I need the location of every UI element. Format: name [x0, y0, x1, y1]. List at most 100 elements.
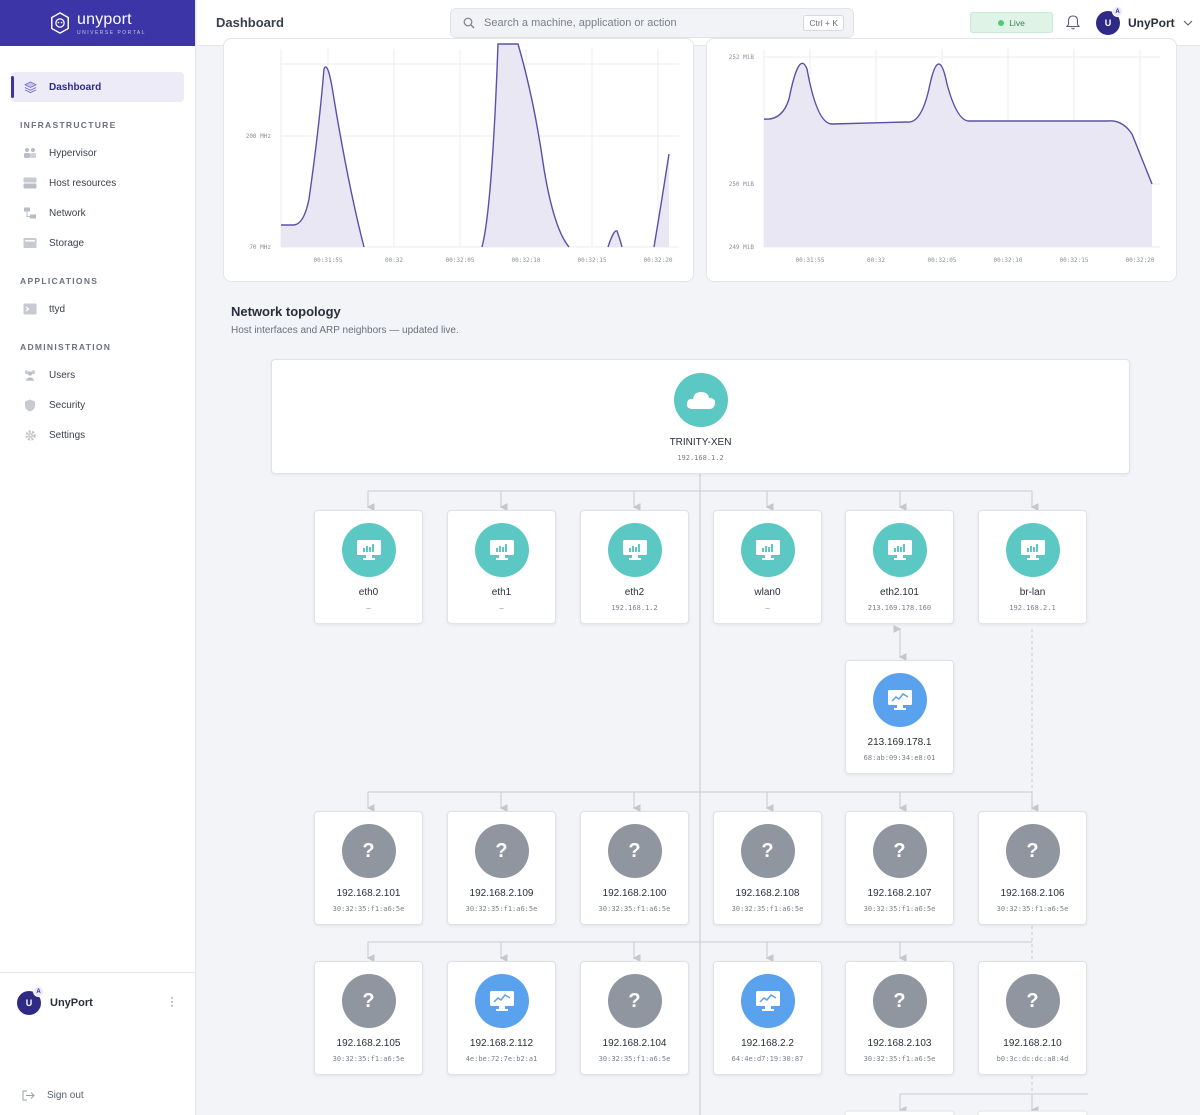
device-monitor-icon: [474, 974, 529, 1028]
search-icon: [463, 17, 475, 29]
unknown-device-icon: ?: [607, 824, 662, 878]
unknown-device-icon: ?: [872, 824, 927, 878]
node-mac: 30:32:35:f1:a6:5e: [332, 905, 405, 913]
cpu-frequency-chart: 200 MHz 70 MHz 00:31:55 00:32 00:32:05 0…: [223, 38, 694, 282]
sidebar-item-users[interactable]: Users: [11, 360, 184, 390]
neighbor-node[interactable]: ? 192.168.2.101 30:32:35:f1:a6:5e: [314, 811, 423, 925]
search-shortcut: Ctrl + K: [803, 15, 844, 31]
sidebar-item-label: ttyd: [49, 303, 66, 315]
device-monitor-icon: [872, 673, 927, 727]
page-title: Dashboard: [216, 15, 284, 30]
node-mac: 4e:be:72:7e:b2:a1: [465, 1055, 538, 1063]
node-label: 192.168.2.2: [741, 1038, 794, 1049]
chevron-down-icon: [1183, 20, 1193, 26]
monitor-icon: [740, 523, 795, 577]
device-monitor-icon: [740, 974, 795, 1028]
layers-icon: [23, 80, 37, 94]
node-label: wlan0: [754, 587, 781, 598]
bell-icon[interactable]: [1066, 14, 1080, 30]
unknown-device-icon: ?: [872, 974, 927, 1028]
neighbor-node[interactable]: ? 192.168.2.109 30:32:35:f1:a6:5e: [447, 811, 556, 925]
interface-node[interactable]: wlan0 –: [713, 510, 822, 624]
topology-subtitle: Host interfaces and ARP neighbors — upda…: [231, 325, 459, 336]
memory-usage-plot: 252 MiB 250 MiB 249 MiB 00:31:55 00:32 0…: [729, 49, 1160, 264]
sidebar-item-network[interactable]: Network: [11, 198, 184, 228]
y-tick-label: 250 MiB: [729, 181, 755, 188]
neighbor-node[interactable]: ? 192.168.2.104 30:32:35:f1:a6:5e: [580, 961, 689, 1075]
section-applications: APPLICATIONS: [20, 276, 99, 286]
brand-name: unyport: [77, 10, 132, 28]
brand-tagline: UNIVERSE PORTAL: [77, 29, 146, 36]
node-label: 192.168.2.103: [867, 1038, 932, 1049]
sidebar-item-dashboard[interactable]: Dashboard: [11, 72, 184, 102]
root-node-ip: 192.168.1.2: [677, 454, 724, 462]
topology-title: Network topology: [231, 304, 341, 319]
sidebar-item-label: Host resources: [49, 177, 117, 189]
sidebar-item-label: Settings: [49, 429, 86, 441]
network-icon: [23, 206, 37, 220]
node-mac: 30:32:35:f1:a6:5e: [731, 905, 804, 913]
neighbor-node[interactable]: ? 192.168.2.107 30:32:35:f1:a6:5e: [845, 811, 954, 925]
avatar-badge: A: [33, 986, 44, 997]
node-label: eth1: [491, 587, 512, 598]
avatar-initial: U: [25, 998, 33, 1008]
node-mac: 64:4e:d7:19:30:87: [731, 1055, 804, 1063]
search-placeholder: Search a machine, application or action: [484, 17, 677, 29]
neighbor-node[interactable]: ? 192.168.2.108 30:32:35:f1:a6:5e: [713, 811, 822, 925]
section-infrastructure: INFRASTRUCTURE: [20, 120, 117, 130]
server-icon: [23, 176, 37, 190]
interface-node[interactable]: eth2 192.168.1.2: [580, 510, 689, 624]
topology-root-node[interactable]: TRINITY-XEN 192.168.1.2: [271, 359, 1130, 474]
sidebar-item-settings[interactable]: Settings: [11, 420, 184, 450]
kebab-menu-icon[interactable]: · · ·: [170, 990, 174, 1012]
node-label: 192.168.2.107: [867, 888, 932, 899]
avatar-initial: U: [1104, 18, 1112, 28]
interface-node[interactable]: eth0 –: [314, 510, 423, 624]
node-address: –: [366, 604, 371, 612]
section-administration: ADMINISTRATION: [20, 342, 112, 352]
interface-node[interactable]: br-lan 192.168.2.1: [978, 510, 1087, 624]
x-tick-label: 00:32: [385, 257, 403, 264]
sidebar-user-name: UnyPort: [50, 997, 93, 1009]
node-label: 192.168.2.104: [602, 1038, 667, 1049]
node-label: eth2.101: [880, 587, 919, 598]
node-mac: 30:32:35:f1:a6:5e: [863, 1055, 936, 1063]
neighbor-node[interactable]: ? 192.168.2.100 30:32:35:f1:a6:5e: [580, 811, 689, 925]
live-status-badge[interactable]: Live: [970, 12, 1053, 33]
brand-header[interactable]: unyport UNIVERSE PORTAL: [0, 0, 195, 46]
interface-node[interactable]: eth2.101 213.169.178.160: [845, 510, 954, 624]
node-mac: 30:32:35:f1:a6:5e: [598, 1055, 671, 1063]
node-label: br-lan: [1019, 587, 1046, 598]
node-address: 192.168.2.1: [1009, 604, 1056, 612]
neighbor-node[interactable]: 192.168.2.112 4e:be:72:7e:b2:a1: [447, 961, 556, 1075]
x-tick-label: 00:32:05: [446, 257, 475, 264]
node-label: 192.168.2.109: [469, 888, 534, 899]
neighbor-node[interactable]: ? 192.168.2.106 30:32:35:f1:a6:5e: [978, 811, 1087, 925]
memory-usage-chart: 252 MiB 250 MiB 249 MiB 00:31:55 00:32 0…: [706, 38, 1177, 282]
node-label: 192.168.2.112: [469, 1038, 534, 1049]
node-mac: b0:3c:dc:dc:a8:4d: [996, 1055, 1069, 1063]
x-tick-label: 00:32:10: [512, 257, 541, 264]
sidebar-item-label: Hypervisor: [49, 147, 97, 159]
neighbor-node[interactable]: ? 192.168.2.103 30:32:35:f1:a6:5e: [845, 961, 954, 1075]
sidebar-item-label: Storage: [49, 237, 85, 249]
monitor-icon: [341, 523, 396, 577]
sidebar-item-host-resources[interactable]: Host resources: [11, 168, 184, 198]
sign-out-button[interactable]: Sign out: [22, 1090, 84, 1101]
sidebar-item-security[interactable]: Security: [11, 390, 184, 420]
neighbor-node[interactable]: ? 192.168.2.105 30:32:35:f1:a6:5e: [314, 961, 423, 1075]
node-label: 192.168.2.100: [602, 888, 667, 899]
sidebar-item-hypervisor[interactable]: Hypervisor: [11, 138, 184, 168]
users-group-icon: [23, 146, 37, 160]
gateway-node[interactable]: 213.169.178.1 68:ab:09:34:e8:01: [845, 660, 954, 774]
interface-node[interactable]: eth1 –: [447, 510, 556, 624]
sidebar-item-storage[interactable]: Storage: [11, 228, 184, 258]
neighbor-node[interactable]: ? 192.168.2.10 b0:3c:dc:dc:a8:4d: [978, 961, 1087, 1075]
sidebar-item-ttyd[interactable]: ttyd: [11, 294, 184, 324]
neighbor-node[interactable]: 192.168.2.2 64:4e:d7:19:30:87: [713, 961, 822, 1075]
node-label: 192.168.2.108: [735, 888, 800, 899]
search-input[interactable]: Search a machine, application or action …: [450, 8, 854, 38]
node-label: eth0: [358, 587, 379, 598]
